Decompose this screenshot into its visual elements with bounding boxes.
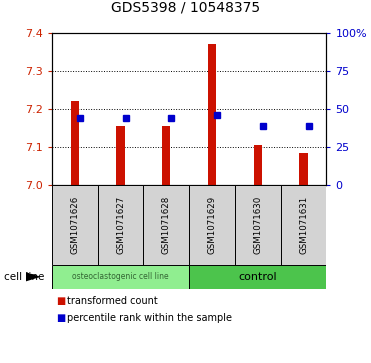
Polygon shape xyxy=(26,272,41,281)
Text: cell line: cell line xyxy=(4,272,44,282)
Bar xyxy=(254,145,262,185)
Text: GSM1071627: GSM1071627 xyxy=(116,196,125,254)
Bar xyxy=(189,265,326,289)
Text: GDS5398 / 10548375: GDS5398 / 10548375 xyxy=(111,0,260,15)
Bar xyxy=(71,101,79,185)
Text: GSM1071630: GSM1071630 xyxy=(253,196,262,254)
Text: control: control xyxy=(239,272,277,282)
Text: ■: ■ xyxy=(56,296,65,306)
Text: percentile rank within the sample: percentile rank within the sample xyxy=(67,313,232,323)
Text: GSM1071626: GSM1071626 xyxy=(70,196,79,254)
Bar xyxy=(162,126,170,185)
Bar xyxy=(208,44,216,185)
Bar xyxy=(52,265,189,289)
Bar xyxy=(299,153,308,185)
Bar xyxy=(235,185,281,265)
Text: GSM1071631: GSM1071631 xyxy=(299,196,308,254)
Text: ■: ■ xyxy=(56,313,65,323)
Text: transformed count: transformed count xyxy=(67,296,158,306)
Bar xyxy=(52,185,98,265)
Text: GSM1071629: GSM1071629 xyxy=(208,196,217,254)
Bar xyxy=(189,185,235,265)
Bar xyxy=(144,185,189,265)
Bar xyxy=(281,185,326,265)
Bar xyxy=(116,126,125,185)
Text: GSM1071628: GSM1071628 xyxy=(162,196,171,254)
Text: osteoclastogenic cell line: osteoclastogenic cell line xyxy=(72,272,169,281)
Bar xyxy=(98,185,144,265)
